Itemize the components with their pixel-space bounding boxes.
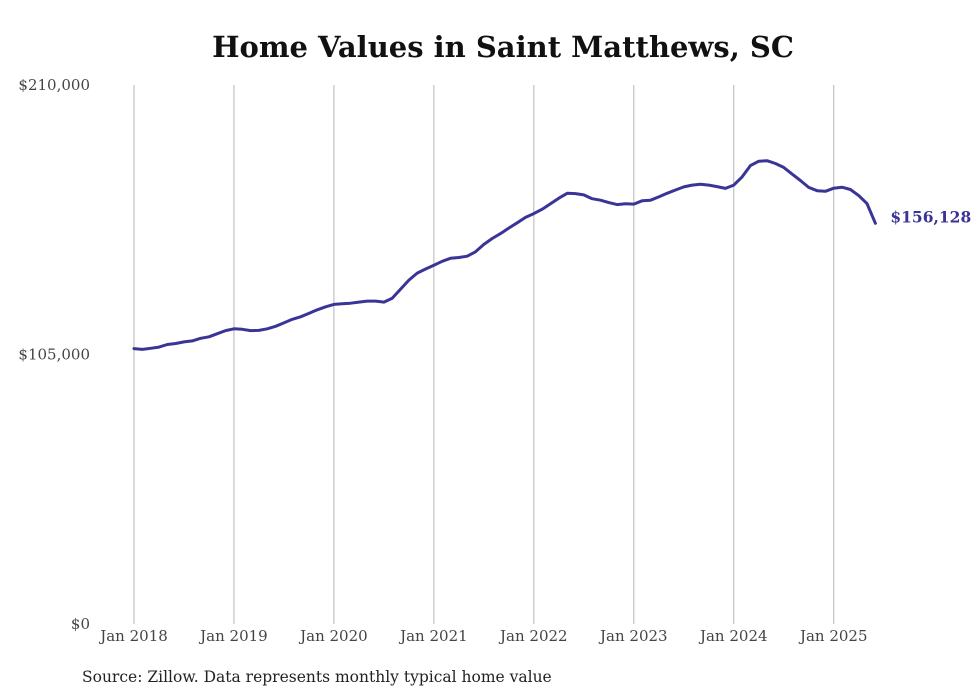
y-tick-label: $210,000	[18, 76, 90, 94]
y-tick-label: $105,000	[18, 346, 90, 364]
x-axis-ticks: Jan 2018 Jan 2019 Jan 2020 Jan 2021 Jan 2022…	[98, 627, 867, 645]
series-line	[132, 159, 877, 351]
source-note: Source: Zillow. Data represents monthly …	[82, 668, 552, 686]
x-tick-label: Jan 2019	[198, 627, 268, 645]
y-axis-ticks: $0 $105,000 $210,000	[18, 76, 90, 633]
x-tick-label: Jan 2024	[698, 627, 768, 645]
x-tick-label: Jan 2021	[398, 627, 468, 645]
chart-title: Home Values in Saint Matthews, SC	[212, 30, 794, 64]
x-tick-label: Jan 2025	[798, 627, 868, 645]
end-value-label: $156,128	[890, 207, 971, 226]
x-tick-label: Jan 2023	[598, 627, 668, 645]
x-tick-label: Jan 2020	[298, 627, 368, 645]
x-tick-label: Jan 2022	[498, 627, 568, 645]
x-tick-label: Jan 2018	[98, 627, 168, 645]
y-tick-label: $0	[71, 615, 90, 633]
grid-lines	[133, 85, 835, 624]
